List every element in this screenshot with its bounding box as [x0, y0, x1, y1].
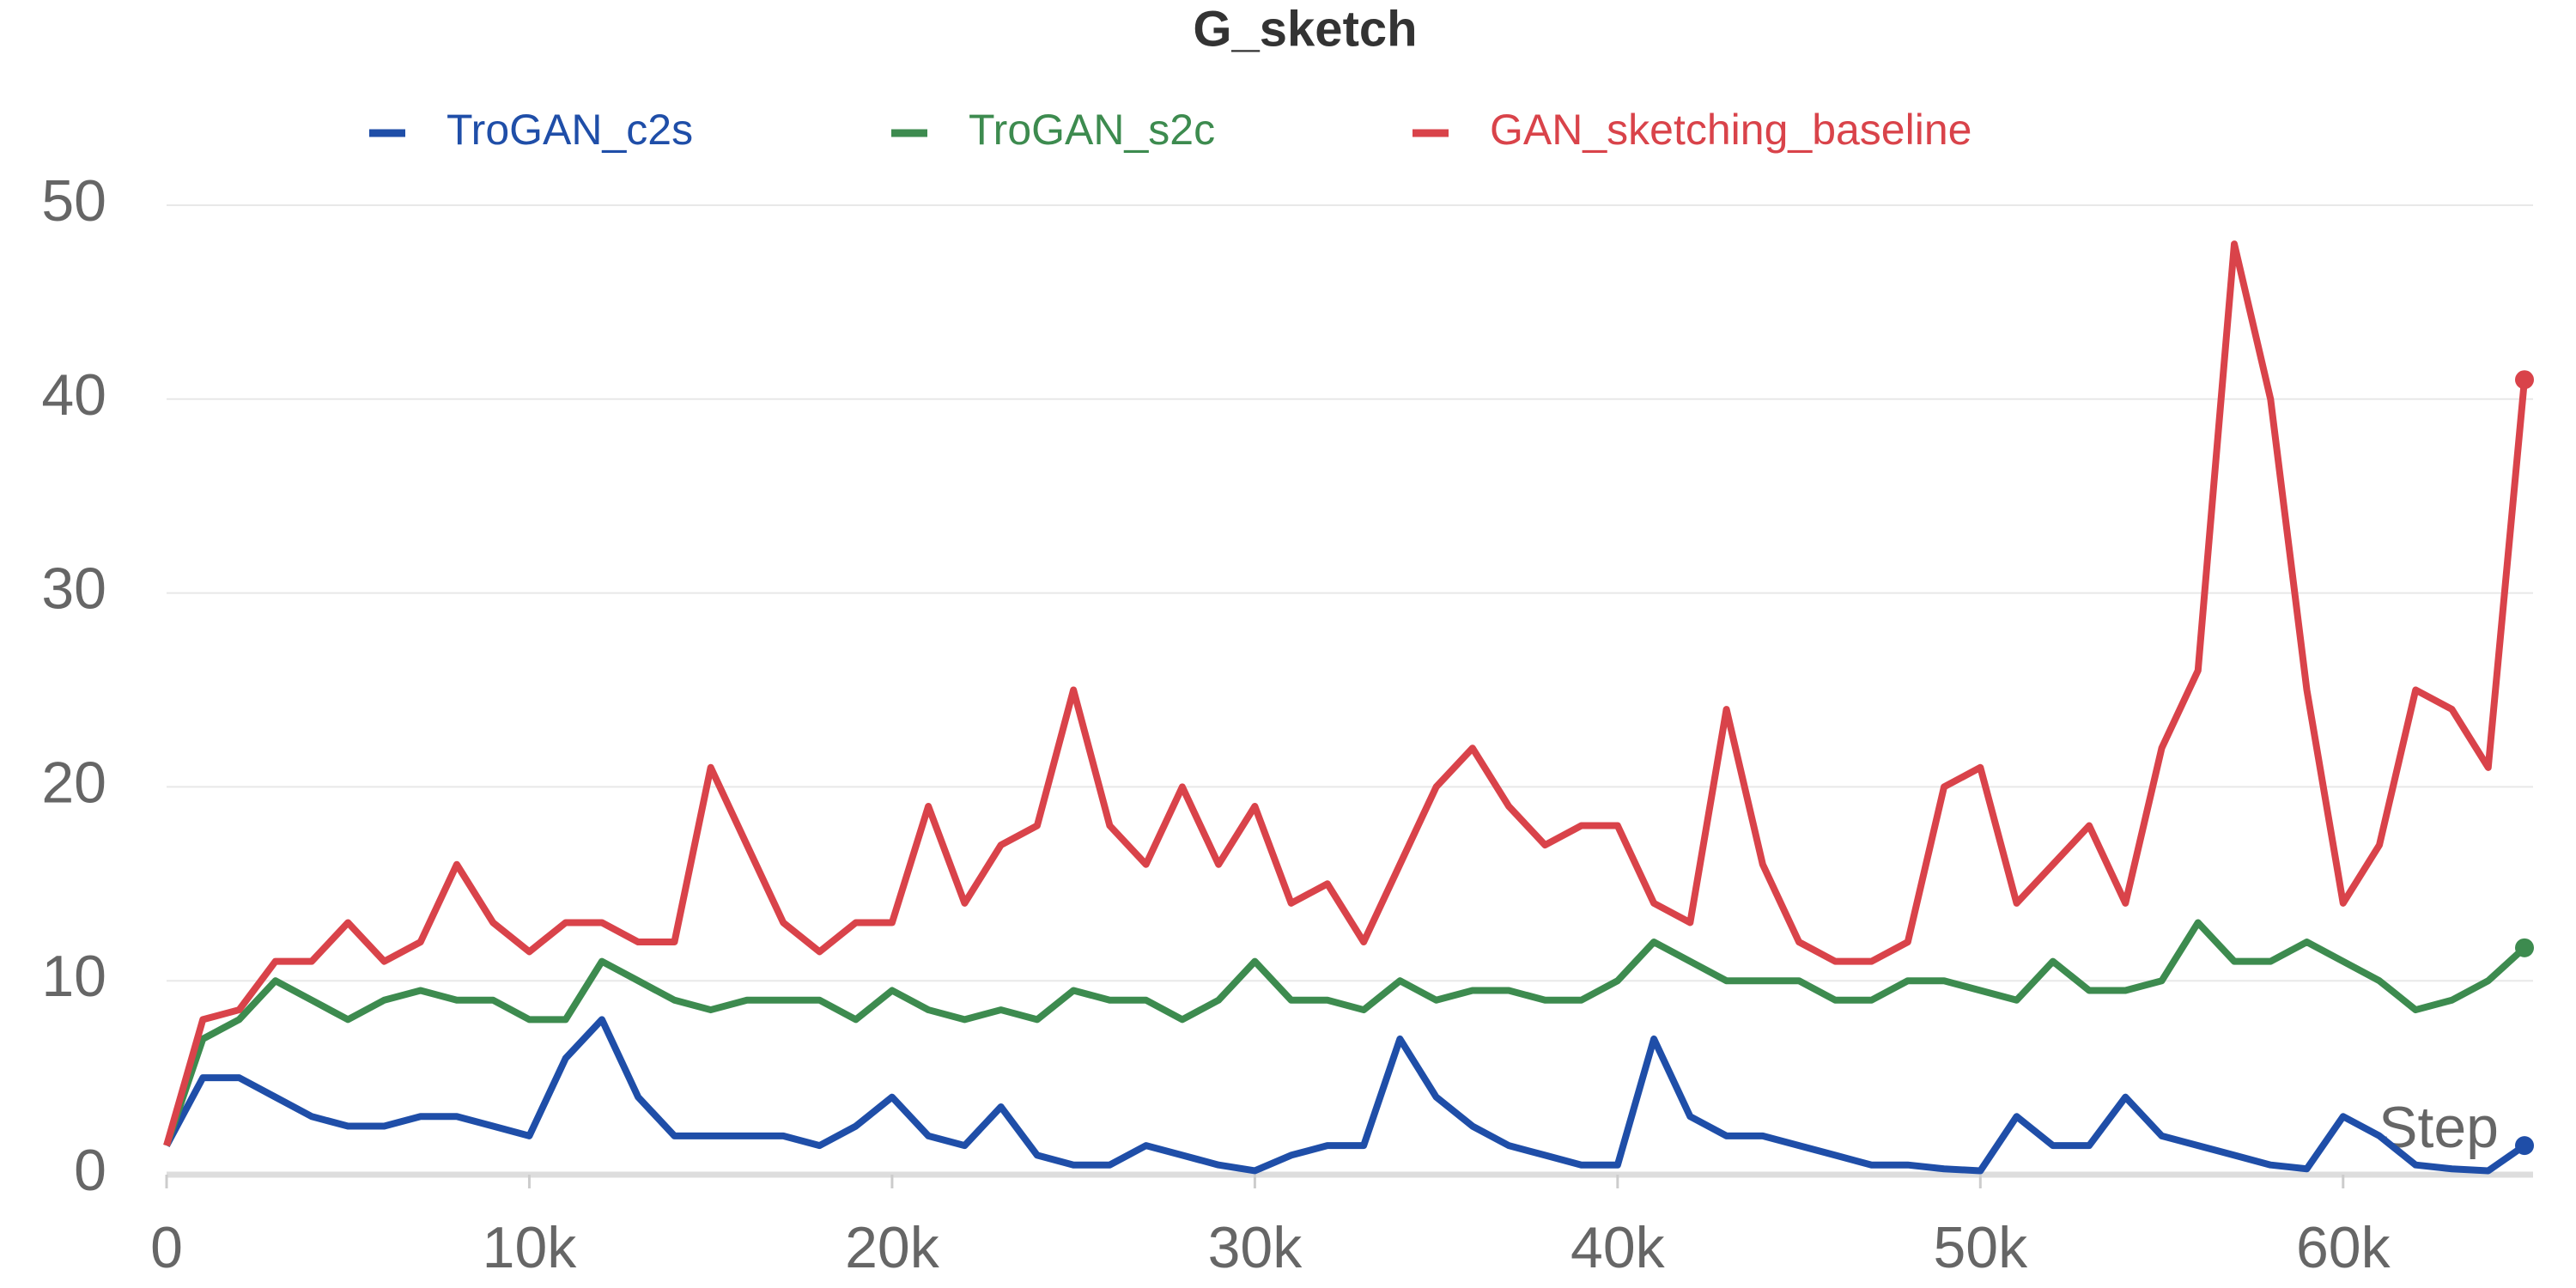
y-tick-label: 30: [41, 556, 106, 622]
y-tick-label: 40: [41, 362, 106, 428]
legend-label: TroGAN_s2c: [969, 106, 1215, 154]
legend-label: GAN_sketching_baseline: [1490, 106, 1971, 154]
series-line: [163, 1016, 2527, 1175]
x-tick-label: 20k: [845, 1215, 940, 1280]
series-line: [163, 919, 2527, 1147]
series-line: [163, 240, 2528, 1147]
legend-label: TroGAN_c2s: [447, 106, 693, 154]
y-tick-label: 0: [74, 1138, 106, 1203]
end-point: [2515, 370, 2534, 390]
x-tick-label: 10k: [483, 1215, 578, 1280]
chart-title: G_sketch: [1193, 1, 1417, 57]
x-tick-label: 0: [150, 1215, 183, 1280]
x-tick-label: 60k: [2296, 1215, 2391, 1280]
x-tick-label: 30k: [1208, 1215, 1303, 1280]
end-point: [2515, 938, 2534, 957]
x-tick-label: 50k: [1933, 1215, 2028, 1280]
y-tick-label: 20: [41, 750, 106, 815]
end-point: [2515, 1136, 2534, 1156]
y-tick-label: 50: [41, 168, 106, 234]
y-tick-label: 10: [41, 944, 106, 1009]
x-tick-label: 40k: [1571, 1215, 1666, 1280]
